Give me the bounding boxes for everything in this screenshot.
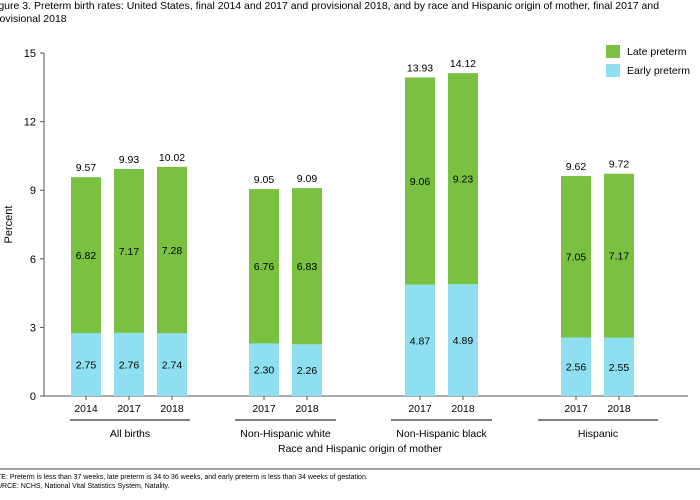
late-value-label: 7.28: [162, 245, 183, 257]
early-value-label: 2.55: [609, 362, 630, 374]
x-tick-label: 2017: [408, 403, 432, 415]
early-value-label: 2.75: [76, 360, 97, 372]
total-value-label: 9.62: [566, 161, 587, 173]
late-value-label: 6.83: [297, 261, 318, 273]
total-value-label: 10.02: [159, 152, 185, 164]
y-tick-label: 12: [24, 117, 36, 129]
x-tick-label: 2018: [160, 403, 184, 415]
late-value-label: 7.05: [566, 252, 587, 264]
early-value-label: 2.76: [119, 359, 140, 371]
x-tick-label: 2014: [74, 403, 98, 415]
bar-late-preterm: [292, 188, 322, 345]
late-value-label: 9.06: [410, 176, 431, 188]
bar-early-preterm: [249, 343, 279, 396]
early-value-label: 2.74: [162, 360, 183, 372]
x-tick-label: 2017: [252, 403, 276, 415]
group-label: All births: [110, 428, 150, 440]
y-tick-label: 3: [30, 322, 36, 334]
legend-swatch-late-preterm: [606, 45, 620, 58]
x-axis-title: Race and Hispanic origin of mother: [278, 443, 443, 455]
bar-late-preterm: [114, 168, 144, 333]
late-value-label: 9.23: [453, 174, 474, 186]
x-tick-label: 2018: [451, 403, 475, 415]
total-value-label: 9.93: [119, 154, 140, 166]
bar-late-preterm: [71, 177, 101, 334]
bar-late-preterm: [561, 176, 591, 338]
bar-early-preterm: [405, 284, 435, 396]
total-value-label: 9.57: [76, 162, 97, 174]
late-value-label: 6.76: [254, 261, 275, 273]
legend-label-early-preterm: Early preterm: [627, 65, 690, 77]
footnote-note: TE: Preterm is less than 37 weeks, late …: [0, 474, 368, 481]
late-value-label: 6.82: [76, 250, 97, 262]
bar-late-preterm: [448, 73, 478, 285]
late-value-label: 7.17: [609, 251, 630, 263]
legend-label-late-preterm: Late preterm: [627, 46, 687, 58]
x-tick-label: 2017: [117, 403, 141, 415]
total-value-label: 9.72: [609, 159, 630, 171]
total-value-label: 9.05: [254, 174, 275, 186]
x-tick-label: 2018: [607, 403, 631, 415]
y-tick-label: 15: [24, 48, 36, 60]
bar-early-preterm: [71, 333, 101, 396]
bar-early-preterm: [448, 284, 478, 396]
legend-swatch-early-preterm: [606, 64, 620, 77]
total-value-label: 14.12: [450, 58, 476, 70]
bar-early-preterm: [157, 333, 187, 396]
bar-late-preterm: [249, 189, 279, 344]
total-value-label: 13.93: [407, 62, 433, 74]
early-value-label: 4.89: [453, 335, 474, 347]
y-tick-label: 6: [30, 254, 36, 266]
late-value-label: 7.17: [119, 246, 140, 258]
bar-late-preterm: [405, 77, 435, 285]
group-label: Hispanic: [578, 428, 618, 440]
x-tick-label: 2017: [564, 403, 588, 415]
group-label: Non-Hispanic white: [240, 428, 331, 440]
group-label: Non-Hispanic black: [396, 428, 487, 440]
early-value-label: 4.87: [410, 335, 431, 347]
y-tick-label: 9: [30, 185, 36, 197]
early-value-label: 2.56: [566, 362, 587, 374]
bar-early-preterm: [561, 337, 591, 396]
bar-early-preterm: [114, 332, 144, 396]
bar-late-preterm: [604, 173, 634, 338]
bar-early-preterm: [604, 337, 634, 396]
y-tick-label: 0: [30, 391, 36, 403]
figure-title: igure 3. Preterm birth rates: United Sta…: [0, 0, 660, 25]
footnotes: TE: Preterm is less than 37 weeks, late …: [0, 473, 697, 491]
y-axis-title: Percent: [3, 206, 15, 244]
early-value-label: 2.26: [297, 365, 318, 377]
total-value-label: 9.09: [297, 173, 318, 185]
x-tick-label: 2018: [295, 403, 319, 415]
bar-early-preterm: [292, 344, 322, 396]
bar-late-preterm: [157, 166, 187, 334]
footnote-source: URCE: NCHS, National Vital Statistics Sy…: [0, 483, 170, 490]
early-value-label: 2.30: [254, 365, 275, 377]
